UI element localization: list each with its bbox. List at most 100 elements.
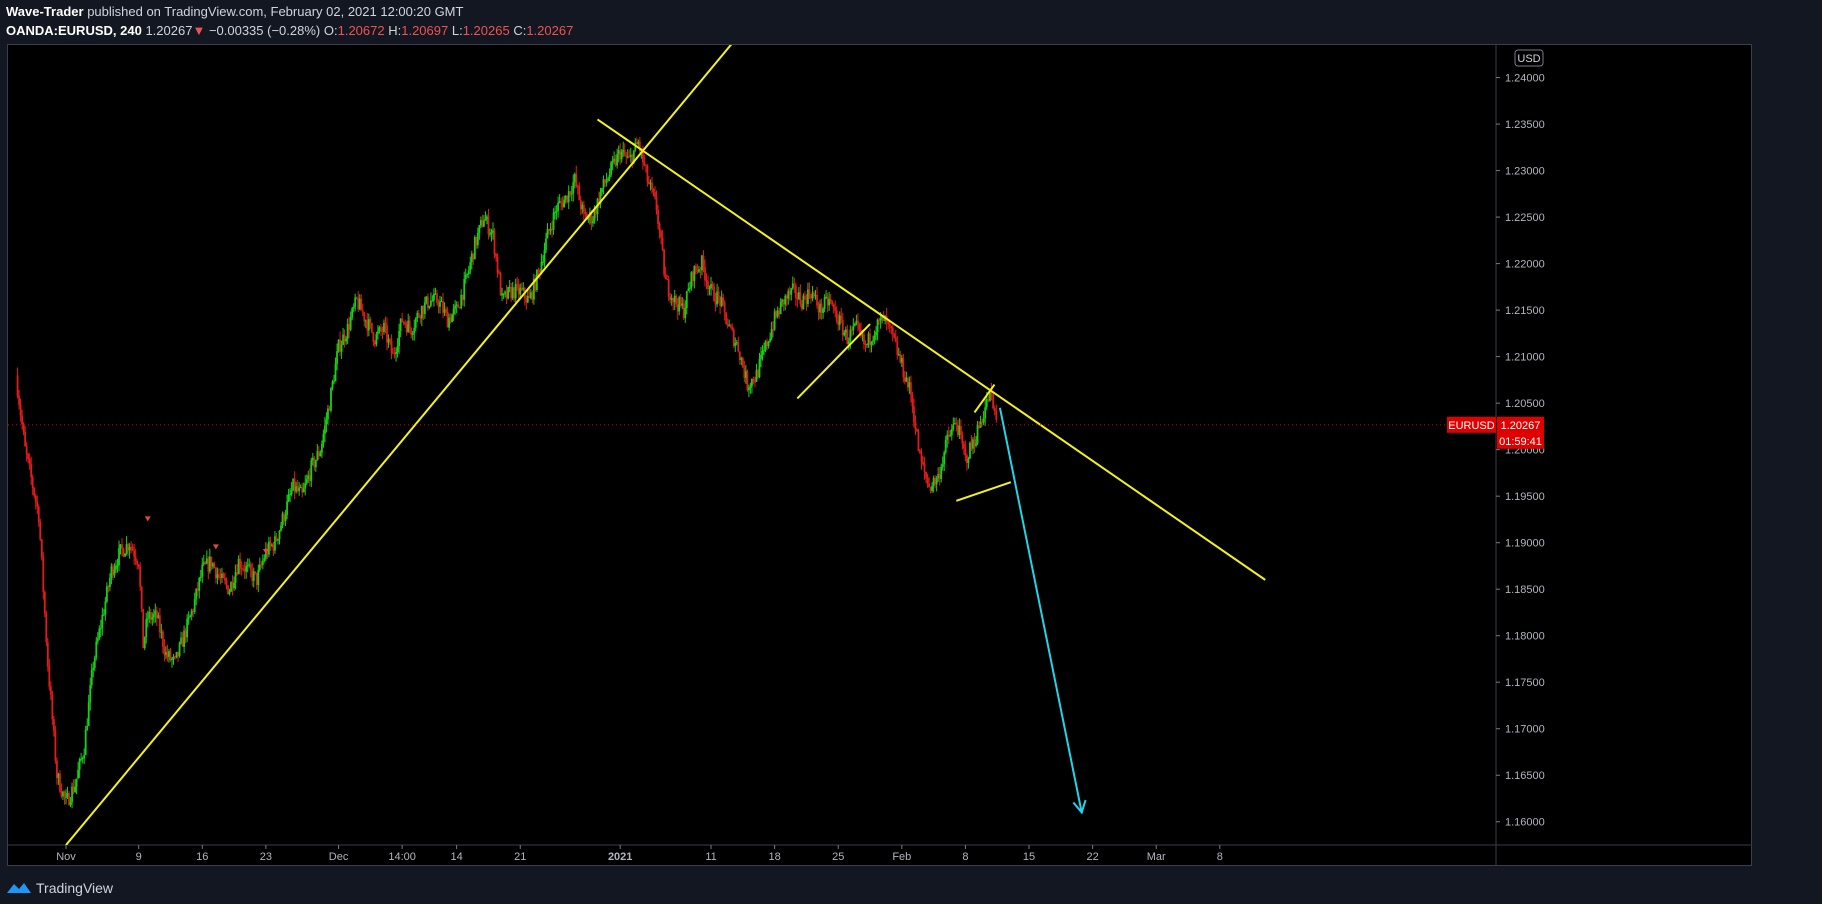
candle-body	[529, 292, 532, 298]
candle-body	[440, 301, 443, 303]
candle-body	[98, 628, 101, 639]
candle-body	[293, 478, 296, 492]
candle-body	[563, 199, 566, 208]
trendline[interactable]	[956, 481, 1012, 502]
candle-body	[148, 612, 151, 619]
candle-body	[972, 439, 974, 449]
candle-body	[511, 287, 514, 298]
candle-body	[487, 216, 490, 235]
candle-body	[967, 458, 970, 463]
candle-body	[470, 253, 473, 263]
candle-body	[682, 303, 685, 318]
candle-body	[722, 297, 725, 303]
candle-body	[520, 287, 523, 290]
candle-body	[351, 308, 354, 318]
candle-body	[670, 297, 673, 300]
trendline[interactable]	[65, 45, 766, 845]
price-chart[interactable]: 1.24000 1.23500 1.23000 1.22500 1.22000 1.215…	[8, 45, 1751, 865]
candle-body	[797, 292, 800, 300]
candle-body	[101, 614, 104, 628]
price-badge	[1497, 416, 1544, 449]
candle-body	[517, 284, 520, 295]
candle-body	[116, 565, 119, 567]
candle-body	[902, 358, 905, 378]
candle-body	[121, 544, 123, 549]
candle-body	[944, 439, 947, 453]
candle-body	[178, 642, 181, 657]
close-value: 1.20267	[526, 23, 574, 38]
candle-body	[219, 576, 222, 578]
candle-body	[502, 293, 505, 295]
candle-body	[906, 377, 909, 388]
candle-body	[569, 191, 572, 195]
candle-body	[950, 429, 953, 436]
candle-body	[92, 667, 95, 670]
brand-name[interactable]: TradingView	[36, 880, 114, 896]
candle-body	[635, 142, 638, 145]
candle-body	[483, 220, 485, 227]
open-value: 1.20672	[337, 23, 385, 38]
candle-body	[248, 564, 251, 566]
candle-body	[222, 573, 225, 578]
candle-body	[254, 571, 257, 573]
candle-body	[791, 283, 794, 289]
candle-body	[86, 725, 89, 730]
candle-body	[793, 283, 796, 286]
candle-body	[720, 297, 723, 306]
candle-body	[95, 641, 98, 658]
candle-body	[466, 274, 469, 276]
candle-body	[63, 791, 66, 797]
candle-body	[551, 228, 553, 230]
candle-body	[548, 229, 550, 231]
candle-body	[339, 339, 341, 352]
candle-body	[448, 317, 450, 328]
candle-body	[584, 212, 587, 215]
candle-body	[784, 295, 787, 305]
candle-body	[734, 343, 737, 346]
candle-body	[467, 270, 470, 275]
candle-body	[947, 434, 950, 437]
candle-body	[505, 291, 508, 299]
candle-body	[187, 617, 190, 619]
candle-body	[230, 582, 232, 592]
candle-body	[449, 317, 452, 323]
symbol-label[interactable]: OANDA:EURUSD, 240	[6, 23, 142, 38]
candle-body	[825, 296, 828, 298]
candle-body	[601, 188, 603, 193]
candle-body	[935, 478, 938, 485]
candle-body	[746, 371, 749, 391]
candle-body	[840, 315, 843, 320]
chart-area[interactable]: 1.24000 1.23500 1.23000 1.22500 1.22000 1.215…	[7, 44, 1752, 866]
candle-body	[794, 285, 797, 298]
candle-body	[910, 382, 912, 395]
candle-body	[149, 612, 152, 620]
candle-body	[192, 610, 195, 612]
candle-body	[266, 548, 269, 555]
candle-body	[78, 759, 81, 770]
candle-body	[99, 627, 102, 629]
candle-body	[688, 287, 691, 289]
candle-body	[629, 154, 632, 157]
tradingview-logo-icon[interactable]	[6, 881, 32, 895]
trendline[interactable]	[596, 118, 1266, 581]
candle-body	[928, 483, 930, 488]
candle-body	[392, 352, 394, 354]
time-tick-label: 21	[514, 851, 526, 863]
candle-body	[75, 778, 78, 787]
trendline[interactable]	[973, 383, 996, 414]
candle-body	[313, 457, 316, 468]
symbol-badge-label: EURUSD	[1448, 420, 1495, 432]
candle-body	[165, 652, 167, 655]
candle-body	[370, 323, 373, 333]
candle-body	[112, 566, 114, 576]
price-tick-label: 1.19500	[1505, 491, 1545, 503]
candle-body	[479, 220, 482, 226]
candle-body	[343, 334, 346, 342]
candle-body	[328, 408, 331, 411]
candle-body	[133, 550, 136, 557]
candle-body	[637, 141, 640, 145]
candle-body	[920, 453, 923, 462]
candle-body	[302, 488, 305, 493]
trendline[interactable]	[796, 323, 871, 400]
author-name[interactable]: Wave-Trader	[6, 4, 84, 19]
